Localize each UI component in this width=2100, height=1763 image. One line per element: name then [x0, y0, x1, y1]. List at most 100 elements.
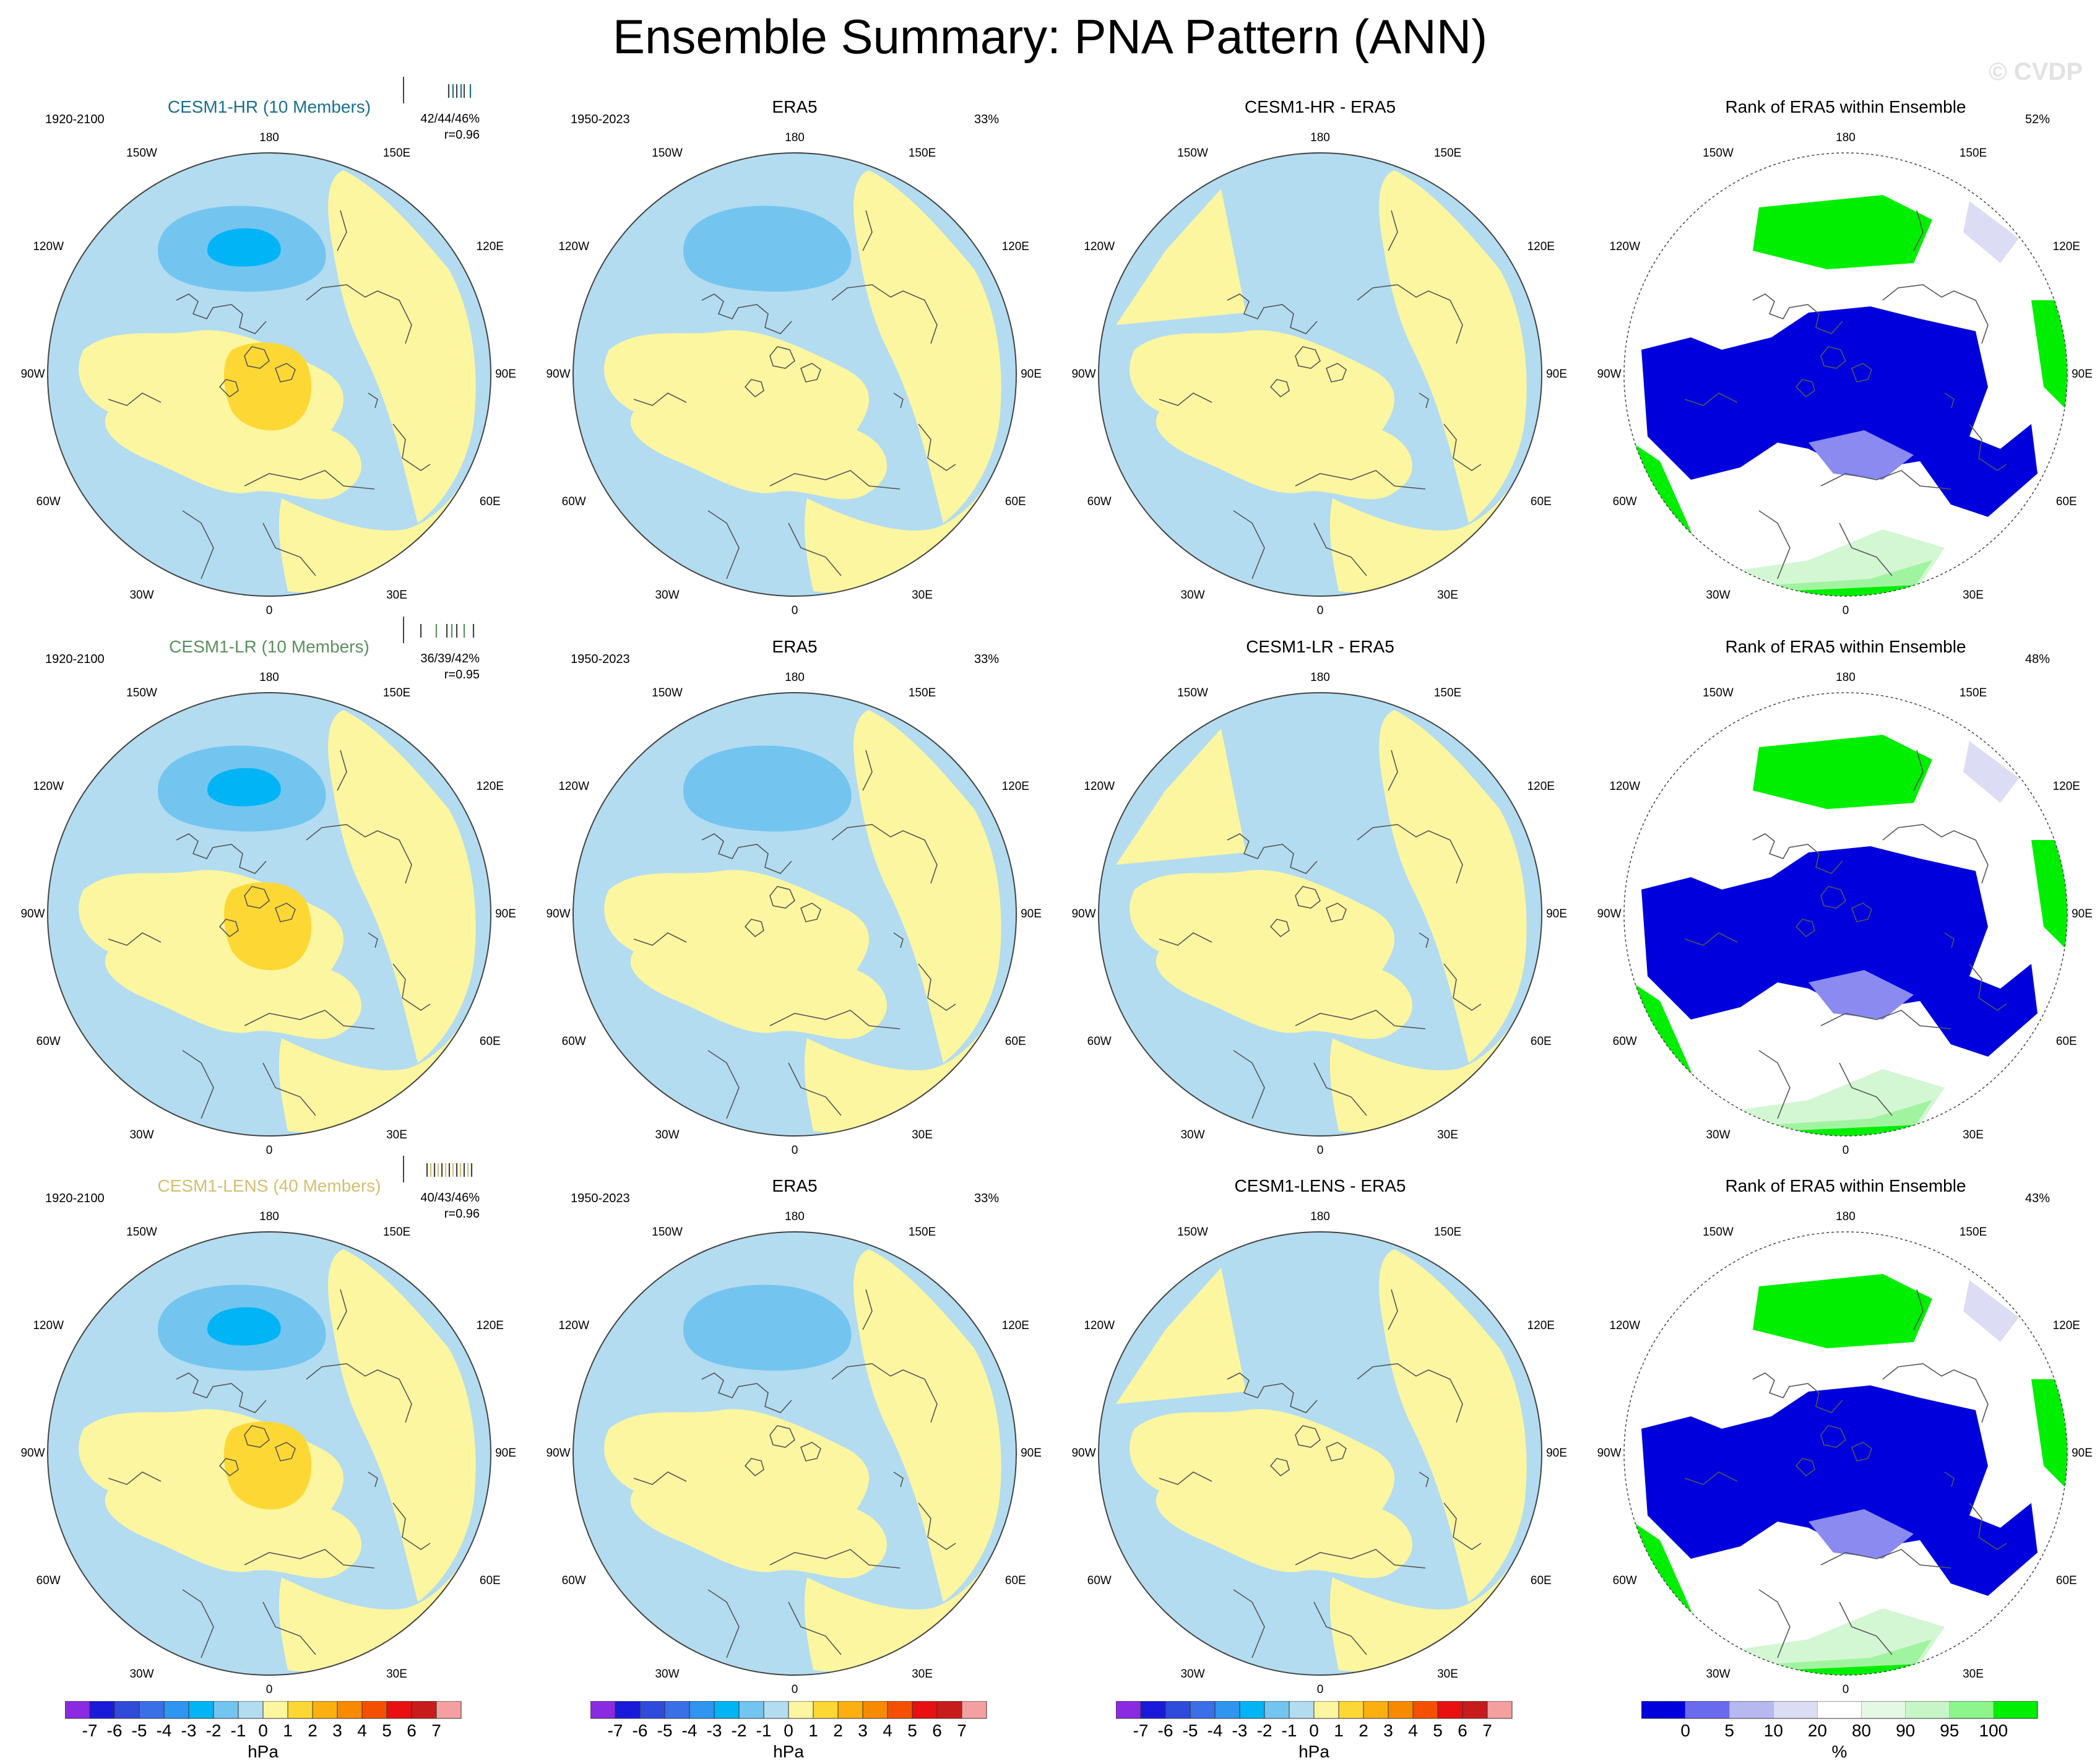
colorbar-tick-label: 7: [957, 1721, 967, 1740]
lon-label: 0: [1842, 1683, 1849, 1696]
lon-label: 60E: [479, 495, 501, 508]
lon-label: 180: [1836, 131, 1856, 144]
rank-highish-region: [1722, 529, 1945, 591]
rank-colorbar: [1641, 1701, 2038, 1719]
lon-label: 180: [785, 1210, 805, 1223]
negative-anomaly-max: [207, 1307, 281, 1346]
negative-anomaly-core: [683, 745, 852, 832]
model-panel-title: CESM1-HR (10 Members): [167, 97, 371, 116]
lon-label: 90W: [546, 1447, 571, 1460]
lon-label: 90W: [1071, 1447, 1096, 1460]
obs-map: [573, 1231, 1017, 1676]
hpa-colorbar: [1116, 1701, 1513, 1719]
lon-label: 90W: [1597, 368, 1622, 381]
obs-pattern-pct: 33%: [974, 1192, 1000, 1205]
map-boundary: [47, 1231, 491, 1676]
lon-label: 150E: [382, 687, 411, 700]
rank-high-region: [1753, 735, 1932, 809]
map-boundary: [1098, 692, 1542, 1137]
lon-label: 150W: [652, 1226, 683, 1239]
colorbar-swatch: [1214, 1701, 1240, 1719]
model-years: 1920-2100: [45, 1192, 105, 1205]
member-spread-glyph: [403, 1156, 473, 1182]
colorbar-swatch: [837, 1701, 863, 1719]
hpa-colorbar: [65, 1701, 462, 1719]
lon-label: 180: [1836, 671, 1856, 684]
lon-label: 30W: [655, 1128, 680, 1141]
obs-pattern-pct: 33%: [974, 652, 1000, 666]
lon-label: 150W: [126, 1226, 157, 1239]
lon-label: 120E: [2052, 1319, 2080, 1332]
rank-low-region: [1641, 846, 2037, 1057]
lon-label: 120W: [1609, 1319, 1641, 1332]
colorbar-tick-label: -1: [1281, 1721, 1297, 1740]
colorbar-tick-label: -6: [632, 1721, 648, 1740]
positive-anomaly-region: [853, 1249, 1001, 1602]
lon-label: 0: [1316, 1144, 1324, 1157]
lon-label: 150W: [1703, 147, 1734, 160]
rank-pct: 43%: [2025, 1192, 2050, 1205]
lon-label: 30E: [386, 1667, 407, 1681]
colorbar-tick-label: -3: [706, 1721, 722, 1740]
model-stats: 40/43/46% r=0.96: [393, 1190, 480, 1222]
map-boundary: [47, 152, 491, 597]
lon-label: 150W: [126, 147, 157, 160]
colorbar-swatch: [1289, 1701, 1315, 1719]
model-pattern-corr: r=0.95: [444, 668, 480, 682]
model-map: [47, 152, 491, 597]
rank-pct: 52%: [2025, 113, 2050, 126]
colorbar-swatch: [1462, 1701, 1488, 1719]
lon-label: 0: [791, 604, 798, 617]
colorbar-tick-label: -6: [1157, 1721, 1173, 1740]
lon-label: 120E: [1001, 240, 1029, 253]
lon-label: 30E: [386, 1128, 407, 1141]
lon-label: 180: [259, 131, 279, 144]
positive-anomaly-region: [279, 467, 480, 593]
colorbar-swatch: [961, 1701, 987, 1719]
colorbar-tick-label: 2: [308, 1721, 318, 1740]
lon-label: 90W: [20, 368, 45, 381]
colorbar-tick-label: 0: [258, 1721, 268, 1740]
obs-panel-title: ERA5: [772, 97, 818, 116]
lon-label: 120W: [1084, 240, 1115, 253]
lon-label: 60W: [561, 1035, 586, 1048]
lon-label: 150W: [1177, 687, 1208, 700]
colorbar-swatch: [337, 1701, 363, 1719]
positive-anomaly-region: [604, 1409, 887, 1579]
positive-anomaly-region: [1329, 1007, 1531, 1133]
lon-label: 150E: [1959, 1226, 1987, 1239]
page-title: Ensemble Summary: PNA Pattern (ANN): [612, 9, 1488, 64]
colorbar-swatch: [1437, 1701, 1463, 1719]
lon-label: 30E: [386, 588, 407, 602]
colorbar-swatch: [1685, 1701, 1730, 1719]
rank-low-region: [1641, 1385, 2037, 1596]
lon-label: 30W: [1706, 588, 1731, 602]
model-panel-title: CESM1-LENS (40 Members): [157, 1176, 381, 1195]
diff-panel-title: CESM1-HR - ERA5: [1244, 97, 1396, 116]
colorbar-swatch: [813, 1701, 839, 1719]
colorbar-swatch: [714, 1701, 740, 1719]
colorbar-tick-label: -1: [230, 1721, 246, 1740]
positive-anomaly-max: [223, 882, 312, 971]
lon-label: 60E: [1530, 495, 1552, 508]
lon-label: 150W: [1703, 1226, 1734, 1239]
cvdp-watermark: © CVDP: [1989, 58, 2083, 85]
lon-label: 30W: [1180, 1667, 1205, 1681]
lon-label: 30E: [1437, 1128, 1458, 1141]
colorbar-unit: hPa: [248, 1742, 279, 1761]
colorbar-swatch: [114, 1701, 140, 1719]
colorbar-swatch: [1388, 1701, 1414, 1719]
positive-anomaly-region: [1329, 1546, 1531, 1672]
colorbar-swatch: [287, 1701, 313, 1719]
lon-label: 90W: [1071, 907, 1096, 920]
rank-low-region: [1641, 306, 2037, 517]
model-stats: 42/44/46% r=0.96: [393, 111, 480, 143]
positive-anomaly-region: [853, 710, 1001, 1063]
colorbar-tick-label: 80: [1851, 1721, 1872, 1740]
colorbar-swatch: [386, 1701, 412, 1719]
colorbar-tick-label: -5: [1182, 1721, 1198, 1740]
colorbar-swatch: [763, 1701, 789, 1719]
lon-label: 120E: [2052, 780, 2080, 793]
negative-anomaly-core: [683, 1284, 852, 1371]
colorbar-swatch: [788, 1701, 814, 1719]
